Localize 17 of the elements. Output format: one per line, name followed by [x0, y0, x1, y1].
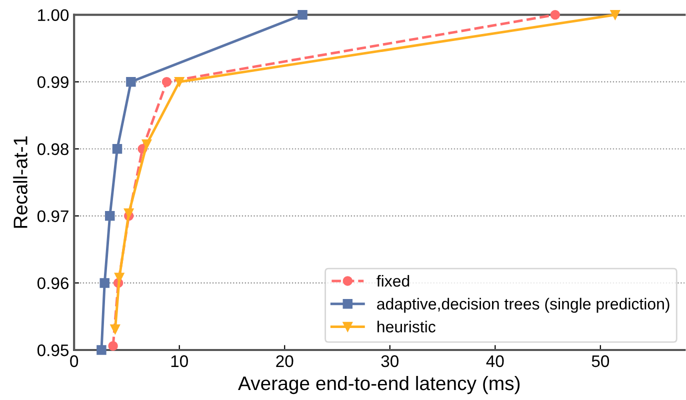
y-tick-label: 0.97: [37, 210, 68, 222]
y-tick-label: 0.98: [37, 143, 69, 156]
y-axis-title: Recall-at-1: [13, 136, 28, 228]
x-tick-label: 40: [486, 355, 504, 368]
x-tick-label: 10: [171, 355, 188, 368]
x-tick-label: 50: [592, 355, 610, 368]
y-tick-label: 0.95: [37, 344, 69, 356]
y-tick-label: 1.00: [38, 9, 69, 22]
x-tick-label: 30: [381, 355, 399, 368]
legend-label: adaptive,decision trees (single prediction): [377, 298, 670, 313]
y-tick-label: 0.96: [37, 277, 68, 290]
y-tick-label: 0.99: [37, 76, 68, 88]
x-axis-title: Average end-to-end latency (ms): [238, 376, 520, 394]
legend-label: fixed: [376, 274, 410, 287]
legend-label: heuristic: [378, 320, 436, 332]
x-tick-label: 0: [70, 355, 78, 368]
x-tick-label: 20: [276, 355, 294, 368]
